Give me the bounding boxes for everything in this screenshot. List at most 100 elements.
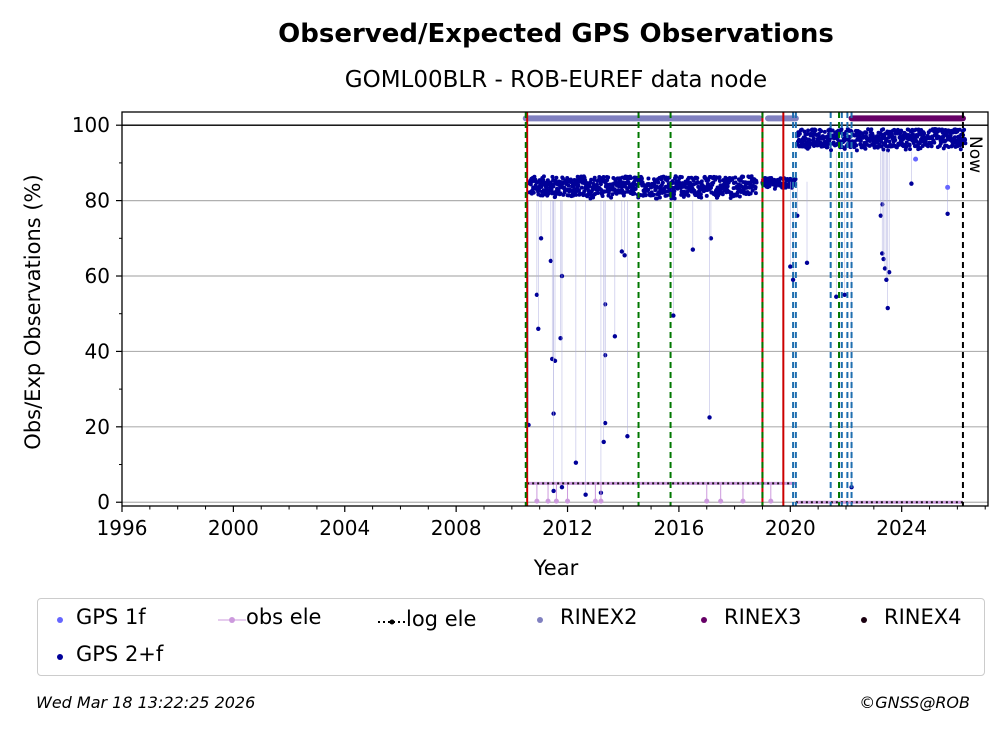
gps2f-point (854, 148, 859, 153)
gps2f-point (574, 192, 579, 197)
gps2f-point (908, 147, 913, 152)
gps2f-point (601, 175, 606, 180)
chart-subtitle: GOML00BLR - ROB-EUREF data node (345, 67, 767, 93)
obs-ele-point (545, 498, 551, 504)
gps2f-point (699, 195, 704, 200)
gps2f-point (692, 188, 697, 193)
gps2f-point (748, 191, 753, 196)
gps2f-outlier-point (534, 292, 540, 298)
gps2f-point (741, 174, 746, 179)
gps2f-point (558, 191, 563, 196)
gps2f-point (893, 138, 898, 143)
gps2f-point (632, 191, 637, 196)
gps2f-point (750, 188, 755, 193)
gps2f-point (962, 127, 967, 132)
gps2f-point (610, 192, 615, 197)
gps2f-point (679, 175, 684, 180)
gps2f-point (704, 193, 709, 198)
gps2f-point (589, 177, 594, 182)
gps2f-outlier-point (842, 292, 847, 298)
gps2f-outlier-point (881, 256, 886, 262)
gps2f-point (695, 176, 700, 181)
gps2f-point (566, 183, 571, 188)
rinex4-marker-icon (861, 617, 867, 623)
gps2f-point (868, 139, 873, 144)
gps2f-outlier-point (548, 258, 554, 264)
gps2f-marker-icon (57, 654, 63, 660)
gps2f-outlier-point (551, 488, 556, 494)
gps2f-point (532, 174, 537, 179)
y-axis-label: Obs/Exp Observations (%) (21, 174, 45, 449)
gps2f-outlier-point (834, 294, 839, 299)
gps2f-point (881, 147, 886, 152)
gps2f-point (660, 180, 665, 185)
gps2f-point (753, 191, 758, 196)
gps2f-outlier-point (707, 415, 712, 420)
gps2f-point (811, 136, 816, 141)
gps2f-point (541, 174, 546, 179)
gps2f-point (629, 175, 634, 180)
now-label: Now (965, 136, 985, 173)
gps2f-point (825, 145, 830, 150)
gps2f-point (816, 132, 821, 137)
gps2f-outlier-point (625, 434, 630, 439)
y-tick-label: 80 (85, 189, 110, 213)
obs-ele-point (768, 498, 774, 504)
gps2f-point (550, 174, 555, 179)
gps2f-point (858, 138, 863, 143)
gps2f-point (643, 193, 648, 198)
gps2f-point (929, 144, 934, 149)
x-tick-label: 1996 (97, 516, 148, 540)
gps2f-point (819, 129, 824, 134)
gps2f-point (940, 127, 945, 132)
gps2f-outlier-point (622, 253, 627, 258)
gps2f-point (806, 128, 811, 133)
gps2f-point (864, 131, 869, 136)
y-tick-label: 40 (85, 339, 110, 363)
gps2f-point (621, 193, 626, 198)
gps2f-point (733, 180, 738, 185)
gps2f-outlier-point (790, 277, 796, 282)
gps2f-point (717, 175, 722, 180)
gps2f-point (646, 176, 651, 181)
footer-copyright: ©GNSS@ROB (859, 693, 970, 712)
y-tick-label: 60 (85, 264, 110, 288)
gps2f-point (671, 192, 676, 197)
obs-ele-point (592, 498, 598, 504)
footer-timestamp: Wed Mar 18 13:22:25 2026 (36, 693, 256, 712)
gps2f-point (579, 185, 584, 190)
gps2f-point (863, 146, 868, 151)
gps2f-point (706, 177, 711, 182)
gps2f-point (807, 138, 812, 143)
gps2f-point (895, 127, 900, 132)
obs-ele-point (740, 498, 746, 504)
gps2f-point (904, 144, 909, 149)
plot-area: 0 20 40 60 80 100 1996 2000 2004 2008 2012 2016 2020… (72, 111, 989, 540)
gps2f-point (556, 188, 561, 193)
gps2f-outlier-point (878, 213, 883, 218)
gps2f-point (834, 133, 839, 138)
gps2f-point (709, 185, 714, 190)
gps2f-outlier-point (612, 334, 618, 339)
gps2f-point (733, 175, 738, 180)
gps2f-point (582, 189, 587, 194)
gps2f-outlier-point (882, 266, 888, 271)
gps2f-point (646, 187, 651, 192)
gps2f-outlier-point (945, 211, 950, 216)
obs-ele-point (553, 498, 559, 504)
gps2f-point (717, 179, 722, 184)
gps2f-point (737, 194, 742, 199)
gps2f-point (881, 127, 886, 132)
gps2f-point (598, 175, 603, 180)
gps1f-point (913, 156, 919, 162)
gps2f-point (720, 192, 725, 197)
gps2f-point (606, 175, 611, 180)
gps2f-point (797, 131, 802, 136)
gps1f-point (945, 184, 951, 190)
gps2f-outlier-point (601, 439, 606, 445)
gps2f-point (651, 192, 656, 197)
gps2f-point (673, 174, 678, 179)
gps2f-point (854, 143, 859, 148)
gps2f-point (829, 148, 834, 153)
rinex3-marker-icon (701, 617, 707, 623)
